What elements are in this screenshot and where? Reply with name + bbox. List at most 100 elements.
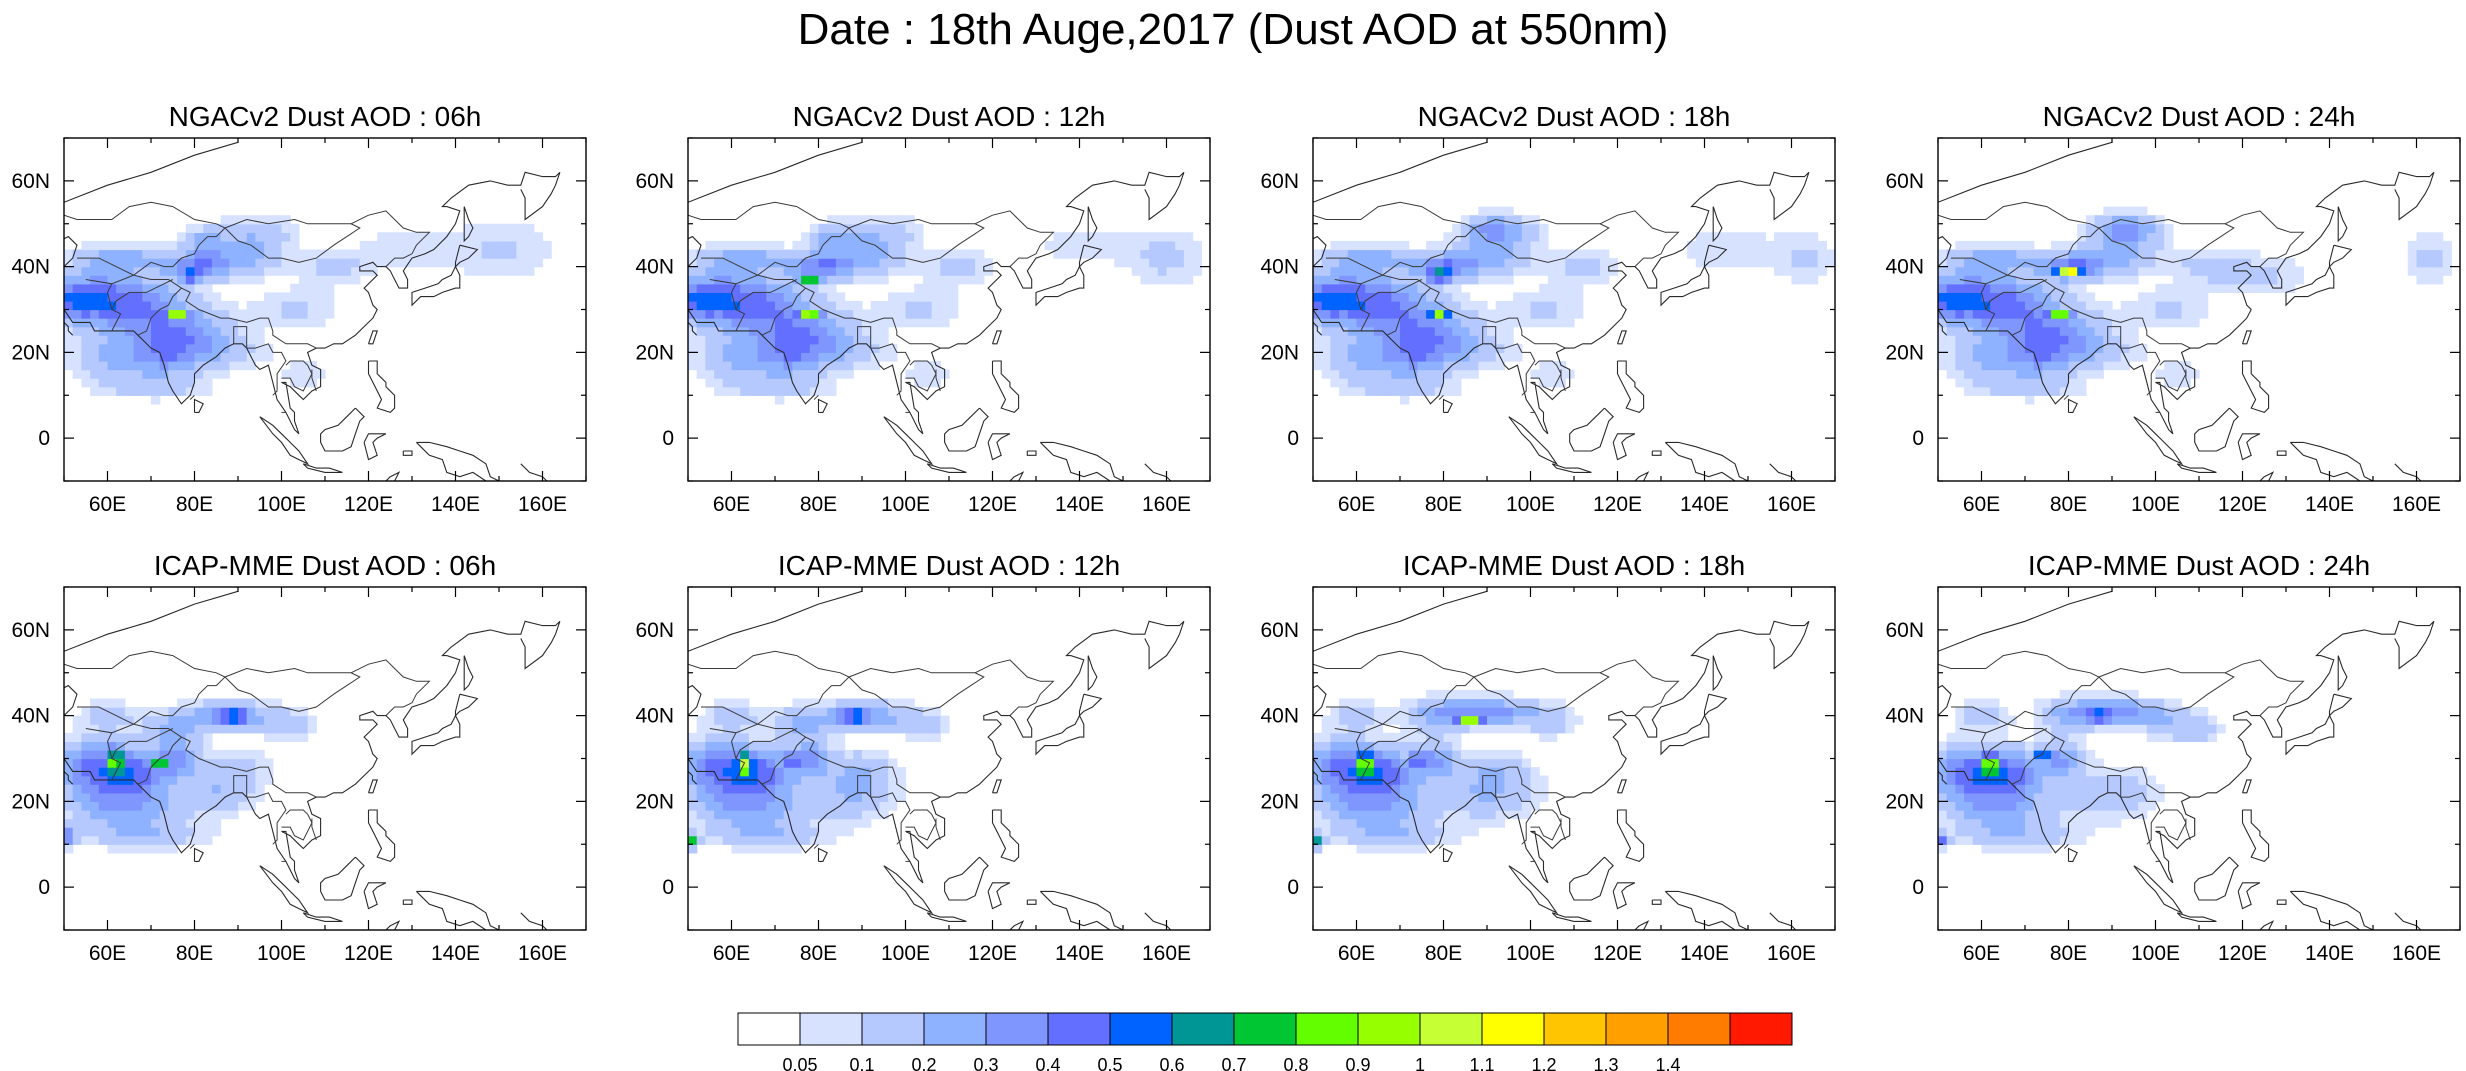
dust-aod-field [64, 698, 317, 854]
lat-tick-label: 60N [1885, 170, 1924, 193]
lat-tick-label: 60N [635, 619, 674, 642]
lat-tick-label: 20N [635, 341, 674, 364]
colorbar-swatch [861, 1012, 925, 1046]
map-panel: NGACv2 Dust AOD : 12h 60N 40N 20N 0 60E 80E 100… [635, 101, 1211, 516]
country-borders [1938, 201, 2305, 413]
country-borders [1938, 650, 2305, 862]
country-borders [688, 201, 1055, 413]
colorbar-swatch [737, 1012, 801, 1046]
lon-tick-label: 80E [1425, 942, 1462, 965]
lat-tick-label: 20N [1260, 790, 1299, 813]
coastlines [1313, 590, 1810, 930]
map-panel: ICAP-MME Dust AOD : 12h 60N 40N 20N 0 60E 80E 1… [635, 550, 1211, 965]
lon-tick-label: 100E [1506, 493, 1555, 516]
map-panel: ICAP-MME Dust AOD : 24h 60N 40N 20N 0 60E 80E 1… [1885, 550, 2461, 965]
lat-tick-label: 0 [662, 427, 674, 450]
lon-tick-label: 140E [2305, 942, 2354, 965]
lon-tick-label: 120E [344, 493, 393, 516]
country-borders [1313, 201, 1680, 413]
colorbar: 0.05 0.1 0.2 0.3 0.4 0.5 0.6 0.7 0.8 0.9 1 1.1 1.2 1.… [737, 1012, 1793, 1071]
colorbar-swatch [1109, 1012, 1173, 1046]
coastlines [64, 590, 561, 930]
lon-tick-label: 60E [1338, 942, 1375, 965]
lat-tick-label: 20N [11, 341, 50, 364]
lon-tick-label: 80E [176, 493, 213, 516]
lon-tick-label: 160E [2392, 493, 2441, 516]
lat-tick-label: 20N [1260, 341, 1299, 364]
lon-tick-label: 60E [1963, 493, 2000, 516]
dust-aod-field [1313, 689, 1584, 854]
lat-tick-label: 20N [1885, 341, 1924, 364]
colorbar-label: 1 [1415, 1055, 1425, 1071]
axis-ticks [687, 586, 1211, 931]
lon-tick-label: 120E [1593, 493, 1642, 516]
lon-tick-label: 80E [800, 942, 837, 965]
lat-tick-label: 60N [11, 619, 50, 642]
axis-ticks [63, 586, 587, 931]
colorbar-swatch [1047, 1012, 1111, 1046]
lon-tick-label: 60E [713, 493, 750, 516]
axis-ticks [1937, 586, 2461, 931]
colorbar-label: 0.7 [1221, 1055, 1246, 1071]
lat-tick-label: 40N [1885, 256, 1924, 279]
colorbar-label: 0.5 [1097, 1055, 1122, 1071]
lat-tick-label: 0 [662, 876, 674, 899]
colorbar-swatch [799, 1012, 863, 1046]
colorbar-swatch [985, 1012, 1049, 1046]
axis-ticks [687, 137, 1211, 482]
lon-tick-label: 140E [1680, 942, 1729, 965]
lon-tick-label: 140E [431, 493, 480, 516]
colorbar-swatch [1481, 1012, 1545, 1046]
lon-tick-label: 80E [176, 942, 213, 965]
lat-tick-label: 40N [11, 256, 50, 279]
country-borders [1313, 650, 1680, 862]
lon-tick-label: 60E [89, 942, 126, 965]
lon-tick-label: 120E [968, 942, 1017, 965]
lat-tick-label: 40N [11, 705, 50, 728]
colorbar-label: 0.9 [1345, 1055, 1370, 1071]
lat-tick-label: 40N [635, 705, 674, 728]
colorbar-swatch [1667, 1012, 1731, 1046]
lon-tick-label: 160E [2392, 942, 2441, 965]
colorbar-swatch [1171, 1012, 1235, 1046]
colorbar-label: 0.05 [782, 1055, 817, 1071]
panel-title: ICAP-MME Dust AOD : 12h [778, 550, 1120, 581]
axis-ticks [1312, 586, 1836, 931]
lon-tick-label: 140E [1680, 493, 1729, 516]
colorbar-label: 0.1 [849, 1055, 874, 1071]
lat-tick-label: 40N [1260, 705, 1299, 728]
lon-tick-label: 140E [2305, 493, 2354, 516]
lat-tick-label: 20N [1885, 790, 1924, 813]
map-panel: ICAP-MME Dust AOD : 06h 60N 40N 20N 0 60E 80E 1… [11, 550, 587, 965]
lon-tick-label: 60E [89, 493, 126, 516]
dust-aod-field [688, 215, 1202, 405]
lon-tick-label: 100E [1506, 942, 1555, 965]
lat-tick-label: 0 [1287, 876, 1299, 899]
dust-aod-field [1313, 206, 1835, 405]
lon-tick-label: 160E [518, 493, 567, 516]
coastlines [64, 141, 561, 481]
lon-tick-label: 120E [1593, 942, 1642, 965]
lon-tick-label: 140E [1055, 942, 1104, 965]
coastlines [1938, 141, 2435, 481]
country-borders [64, 201, 431, 413]
lon-tick-label: 80E [800, 493, 837, 516]
colorbar-label: 0.8 [1283, 1055, 1308, 1071]
lon-tick-label: 120E [968, 493, 1017, 516]
colorbar-label: 1.2 [1531, 1055, 1556, 1071]
colorbar-swatch [1605, 1012, 1669, 1046]
lon-tick-label: 160E [1142, 942, 1191, 965]
lat-tick-label: 60N [1885, 619, 1924, 642]
colorbar-label: 1.3 [1593, 1055, 1618, 1071]
lon-tick-label: 100E [257, 493, 306, 516]
lat-tick-label: 0 [1912, 876, 1924, 899]
lat-tick-label: 20N [635, 790, 674, 813]
axis-ticks [1937, 137, 2461, 482]
map-panel: NGACv2 Dust AOD : 18h 60N 40N 20N 0 60E 80E 100… [1260, 101, 1836, 516]
lon-tick-label: 120E [2218, 493, 2267, 516]
colorbar-label: 1.1 [1469, 1055, 1494, 1071]
lon-tick-label: 160E [1767, 942, 1816, 965]
lon-tick-label: 60E [713, 942, 750, 965]
lon-tick-label: 100E [257, 942, 306, 965]
country-borders [64, 650, 431, 862]
